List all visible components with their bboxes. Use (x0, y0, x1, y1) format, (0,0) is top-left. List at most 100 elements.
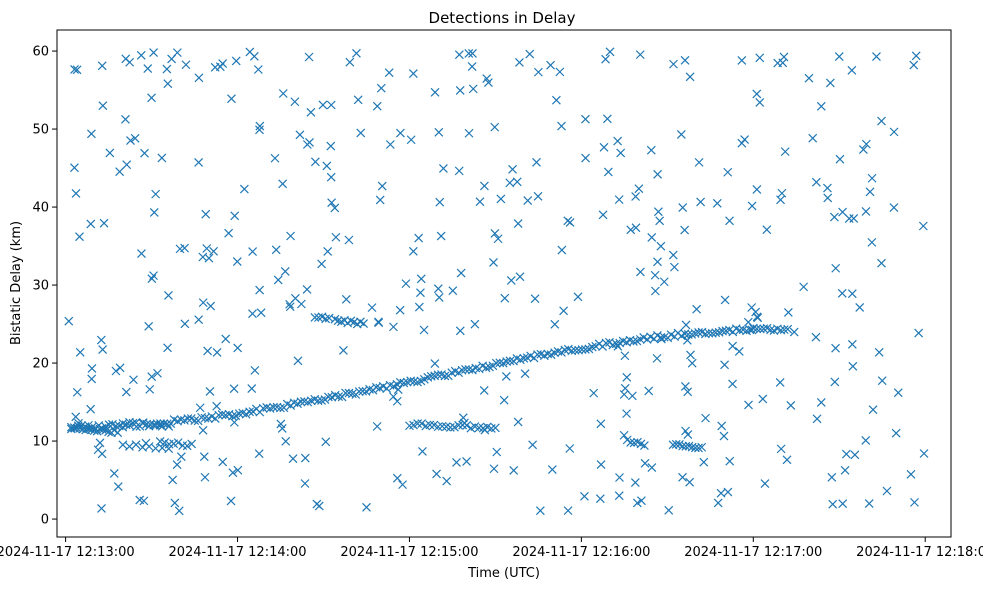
data-point-marker (180, 319, 190, 329)
data-point-marker (416, 274, 426, 284)
data-point-marker (530, 294, 540, 304)
data-point-marker (317, 396, 326, 405)
data-point-marker (721, 326, 731, 336)
data-point-marker (143, 64, 153, 73)
data-point-marker (835, 154, 845, 164)
y-tick-label: 10 (32, 435, 49, 450)
data-point-marker (96, 335, 106, 345)
data-point-marker (512, 177, 522, 187)
data-point-marker (861, 139, 871, 149)
data-point-marker (659, 277, 669, 287)
data-point-marker (631, 192, 641, 201)
data-point-marker (577, 345, 587, 355)
data-point-marker (214, 410, 224, 420)
data-point-marker (253, 65, 263, 74)
data-point-marker (723, 487, 733, 497)
data-point-marker (86, 219, 96, 229)
data-point-marker (653, 257, 662, 267)
data-point-marker (848, 361, 858, 371)
data-point-marker (723, 167, 733, 177)
data-point-marker (362, 502, 371, 512)
data-point-marker (293, 356, 303, 366)
data-point-marker (700, 329, 710, 339)
data-point-marker (683, 387, 693, 397)
y-tick-label: 60 (32, 45, 49, 60)
data-point-marker (334, 392, 344, 401)
data-point-marker (752, 185, 762, 194)
data-point-marker (149, 48, 159, 58)
data-point-marker (867, 173, 877, 183)
data-point-marker (872, 52, 881, 62)
data-point-marker (280, 267, 290, 276)
data-point-marker (640, 458, 650, 468)
data-point-marker (646, 145, 656, 155)
data-point-marker (747, 325, 757, 335)
data-point-marker (614, 491, 624, 501)
data-point-marker (147, 93, 156, 103)
data-point-marker (626, 438, 636, 447)
data-point-marker (115, 167, 125, 177)
data-point-marker (151, 189, 161, 199)
data-point-marker (248, 247, 258, 257)
data-point-marker (762, 225, 772, 235)
data-point-marker (228, 468, 238, 478)
data-point-marker (385, 140, 395, 149)
data-point-marker (413, 419, 423, 428)
data-point-marker (778, 58, 788, 68)
data-point-marker (399, 378, 409, 388)
data-point-marker (226, 496, 236, 506)
data-point-marker (682, 335, 692, 345)
data-point-marker (95, 438, 105, 448)
data-point-marker (919, 449, 929, 458)
data-point-marker (533, 191, 543, 201)
data-point-marker (456, 268, 466, 278)
data-point-marker (782, 455, 792, 465)
data-point-marker (804, 73, 814, 83)
data-point-marker (755, 98, 765, 107)
data-point-marker (644, 386, 654, 396)
y-tick-label: 20 (32, 357, 49, 372)
data-point-marker (910, 497, 919, 507)
data-point-marker (775, 377, 785, 387)
data-point-marker (393, 385, 403, 395)
data-point-marker (187, 439, 197, 449)
data-point-marker (546, 60, 555, 70)
data-point-marker (302, 285, 312, 294)
data-point-marker (182, 441, 192, 451)
data-point-marker (286, 231, 296, 241)
data-point-marker (199, 452, 209, 462)
data-point-marker (176, 452, 186, 462)
y-tick-label: 30 (32, 279, 49, 294)
data-point-marker (250, 365, 260, 375)
data-point-marker (475, 197, 485, 207)
data-point-marker (215, 62, 225, 72)
data-point-marker (248, 309, 257, 319)
data-point-marker (676, 130, 686, 139)
data-point-marker (270, 153, 280, 163)
data-point-marker (426, 371, 436, 381)
data-point-marker (840, 465, 850, 475)
data-point-marker (395, 128, 405, 138)
data-point-marker (694, 157, 704, 167)
chart-title: Detections in Delay (429, 9, 576, 27)
data-point-marker (86, 425, 96, 435)
data-point-marker (145, 384, 155, 394)
data-point-marker (505, 356, 515, 366)
data-point-marker (230, 211, 240, 221)
data-point-marker (296, 299, 306, 309)
data-point-marker (147, 372, 157, 382)
data-point-marker (365, 384, 374, 394)
data-point-marker (125, 417, 134, 427)
data-point-marker (164, 290, 173, 300)
data-point-marker (464, 364, 474, 374)
data-point-marker (728, 341, 738, 351)
data-point-marker (408, 69, 418, 79)
data-point-marker (533, 350, 542, 359)
data-point-marker (847, 339, 857, 349)
data-point-marker (505, 178, 515, 188)
data-point-marker (212, 347, 222, 357)
data-point-marker (678, 472, 687, 482)
data-point-marker (680, 382, 690, 391)
data-point-marker (632, 498, 642, 508)
